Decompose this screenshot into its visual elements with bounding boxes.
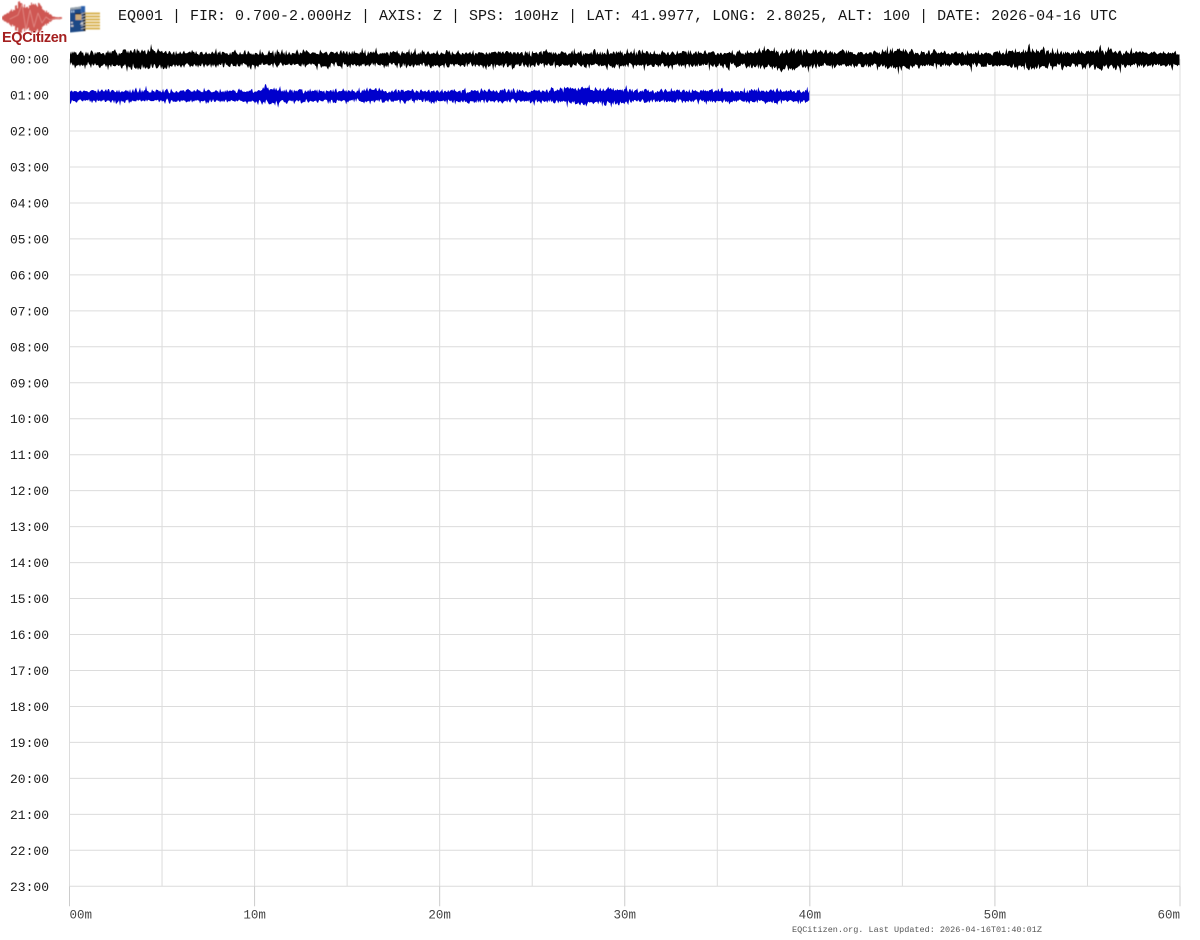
svg-text:20m: 20m: [428, 908, 451, 922]
svg-text:00:00: 00:00: [10, 53, 49, 68]
svg-text:03:00: 03:00: [10, 160, 49, 175]
svg-text:20:00: 20:00: [10, 772, 49, 787]
svg-text:12:00: 12:00: [10, 484, 49, 499]
svg-text:13:00: 13:00: [10, 520, 49, 535]
svg-text:10m: 10m: [243, 908, 266, 922]
svg-text:04:00: 04:00: [10, 196, 49, 211]
svg-text:16:00: 16:00: [10, 628, 49, 643]
svg-text:01:00: 01:00: [10, 89, 49, 104]
svg-text:02:00: 02:00: [10, 125, 49, 140]
svg-text:11:00: 11:00: [10, 448, 49, 463]
svg-text:14:00: 14:00: [10, 556, 49, 571]
svg-text:50m: 50m: [984, 908, 1007, 922]
svg-text:10:00: 10:00: [10, 412, 49, 427]
svg-text:09:00: 09:00: [10, 376, 49, 391]
svg-text:05:00: 05:00: [10, 232, 49, 247]
svg-text:21:00: 21:00: [10, 808, 49, 823]
svg-text:23:00: 23:00: [10, 880, 49, 895]
svg-text:15:00: 15:00: [10, 592, 49, 607]
svg-text:18:00: 18:00: [10, 700, 49, 715]
svg-text:30m: 30m: [613, 908, 636, 922]
svg-text:19:00: 19:00: [10, 736, 49, 751]
svg-text:17:00: 17:00: [10, 664, 49, 679]
svg-text:22:00: 22:00: [10, 844, 49, 859]
svg-text:60m: 60m: [1157, 908, 1180, 922]
svg-text:00m: 00m: [70, 908, 93, 922]
svg-text:07:00: 07:00: [10, 304, 49, 319]
svg-text:40m: 40m: [799, 908, 822, 922]
svg-text:06:00: 06:00: [10, 268, 49, 283]
svg-text:08:00: 08:00: [10, 340, 49, 355]
